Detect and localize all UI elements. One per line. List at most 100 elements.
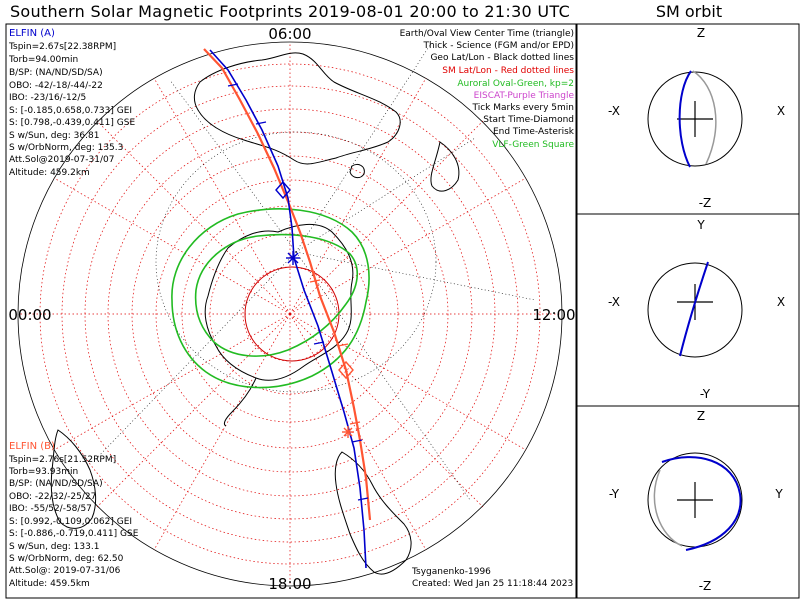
axis-label-bottom: -Z	[699, 196, 712, 210]
clock-label-top: 06:00	[268, 25, 311, 43]
axis-label-right: X	[777, 104, 785, 118]
axis-label-bottom: -Z	[699, 579, 712, 593]
auroral-oval-outer	[171, 208, 370, 389]
sm-lat-circle	[39, 63, 541, 565]
elfin-a-tick	[313, 341, 325, 345]
legend-entry: VLF-Green Square	[492, 140, 574, 150]
new-zealand-outline	[430, 141, 460, 192]
model-credit: Tsyganenko-1996	[411, 567, 491, 577]
clock-label-left: 00:00	[8, 306, 51, 324]
clock-label-right: 12:00	[532, 306, 575, 324]
orbit-panel-frame	[576, 405, 800, 599]
elfin-b-end-asterisk	[342, 426, 354, 438]
sm-lat-circle	[131, 155, 449, 473]
legend-entry: Earth/Oval View Center Time (triangle)	[400, 29, 574, 39]
elfin-b-line: Altitude: 459.5km	[9, 579, 90, 589]
elfin-a-line: Tspin=2.67s[22.38RPM]	[8, 42, 116, 52]
sm-meridian	[289, 177, 527, 315]
legend-entry: Geo Lat/Lon - Black dotted lines	[430, 53, 574, 63]
geo-meridian	[295, 44, 431, 253]
created-timestamp: Created: Wed Jan 25 11:18:44 2023	[412, 579, 573, 589]
legend-entry: SM Lat/Lon - Red dotted lines	[442, 66, 574, 76]
elfin-b-line: S w/Sun, deg: 133.1	[9, 542, 99, 552]
elfin-a-tick	[357, 497, 369, 501]
axis-label-bottom: -Y	[700, 387, 711, 401]
geo-meridian	[295, 251, 536, 301]
legend-entry: Tick Marks every 5min	[472, 103, 574, 113]
antarctica-outline	[204, 224, 354, 381]
elfin-b-header: ELFIN (B)	[9, 441, 55, 452]
elfin-a-end-asterisk	[286, 251, 300, 265]
sm-meridian	[153, 313, 291, 551]
axis-label-top: Z	[697, 409, 705, 423]
elfin-a-header: ELFIN (A)	[9, 28, 55, 39]
end-markers	[286, 251, 354, 438]
elfin-a-tick	[227, 83, 239, 87]
geo-grid	[94, 44, 536, 501]
plot-boundary-circle	[17, 41, 563, 587]
tick-marks	[227, 83, 369, 501]
axis-label-left: -X	[608, 104, 620, 118]
elfin-a-info: ELFIN (A) Tspin=2.67s[22.38RPM] Torb=94.…	[8, 28, 135, 178]
elfin-a-line: IBO: -23/16/-12/5	[9, 93, 86, 103]
orbit-panel-3: Z -Z -Y Y	[576, 405, 800, 599]
axis-label-top: Y	[696, 218, 705, 232]
elfin-a-line: S: [0.798,-0.439,0.411] GSE	[9, 118, 135, 128]
axis-label-right: X	[777, 295, 785, 309]
sm-meridian	[153, 77, 291, 315]
south-america-outline	[334, 451, 412, 575]
elfin-b-info: ELFIN (B) Tspin=2.76s[21.52RPM] Torb=93.…	[8, 441, 139, 589]
elfin-b-tick	[349, 421, 361, 425]
africa-outline	[50, 429, 97, 529]
elfin-b-line: Torb=93.93min	[8, 467, 78, 477]
sm-meridian	[53, 313, 291, 451]
elfin-b-line: S w/OrbNorm, deg: 62.50	[9, 554, 124, 564]
orbit-path-a	[678, 70, 692, 168]
sm-lat-circle	[155, 179, 425, 449]
orbit-back-path	[653, 469, 683, 547]
elfin-a-line: OBO: -42/-18/-44/-22	[9, 81, 103, 91]
elfin-a-track	[209, 49, 367, 569]
axis-label-left: -Y	[609, 487, 620, 501]
sm-meridian	[289, 313, 527, 451]
auroral-ovals	[171, 208, 370, 389]
elfin-a-footprint-line	[209, 49, 367, 569]
orbit-path-a	[661, 456, 742, 551]
geo-lat-circle	[155, 131, 437, 393]
legend-entry: Thick - Science (FGM and/or EPD)	[423, 41, 574, 51]
australia-outline	[193, 52, 401, 165]
tasmania-outline	[349, 163, 365, 179]
elfin-b-line: Att.Sol@: 2019-07-31/06	[9, 566, 121, 576]
elfin-b-start-diamond	[338, 360, 354, 380]
sm-meridian	[96, 120, 291, 315]
elfin-b-line: Tspin=2.76s[21.52RPM]	[8, 455, 116, 465]
geo-meridian	[295, 137, 476, 253]
geo-meridian	[169, 79, 297, 253]
elfin-a-line: S w/Sun, deg: 36.81	[9, 131, 99, 141]
elfin-a-line: Torb=94.00min	[8, 55, 78, 65]
antarctic-peninsula-outline	[223, 377, 257, 427]
elfin-b-tick	[309, 279, 321, 283]
geo-meridian	[295, 251, 471, 501]
axis-label-top: Z	[697, 26, 705, 40]
tick-marks-b	[309, 279, 361, 425]
elfin-a-line: Att.Sol@2019-07-31/07	[9, 155, 114, 165]
elfin-a-line: B/SP: (NA/ND/SD/SA)	[9, 68, 103, 78]
elfin-b-track	[203, 48, 372, 521]
sm-meridians	[18, 42, 562, 586]
elfin-a-line: Altitude: 459.2km	[9, 168, 90, 178]
elfin-b-line: IBO: -55/52/-58/57	[9, 504, 92, 514]
elfin-a-line: S w/OrbNorm, deg: 135.3	[9, 143, 123, 153]
elfin-b-line: S: [0.992,-0.109,0.062] GEI	[9, 517, 132, 527]
legend: Earth/Oval View Center Time (triangle) T…	[400, 29, 575, 150]
elfin-b-footprint-line	[203, 48, 372, 521]
polar-plot: 06:00 00:00 12:00 18:00	[8, 25, 575, 593]
sm-meridian	[53, 177, 291, 315]
orbit-panel-frame	[576, 213, 800, 407]
earth-circle	[647, 262, 743, 358]
sm-meridian	[289, 313, 484, 508]
legend-entry: Auroral Oval-Green, kp=2	[457, 79, 574, 89]
sm-meridian	[289, 120, 484, 315]
elfin-a-tick	[351, 439, 363, 443]
